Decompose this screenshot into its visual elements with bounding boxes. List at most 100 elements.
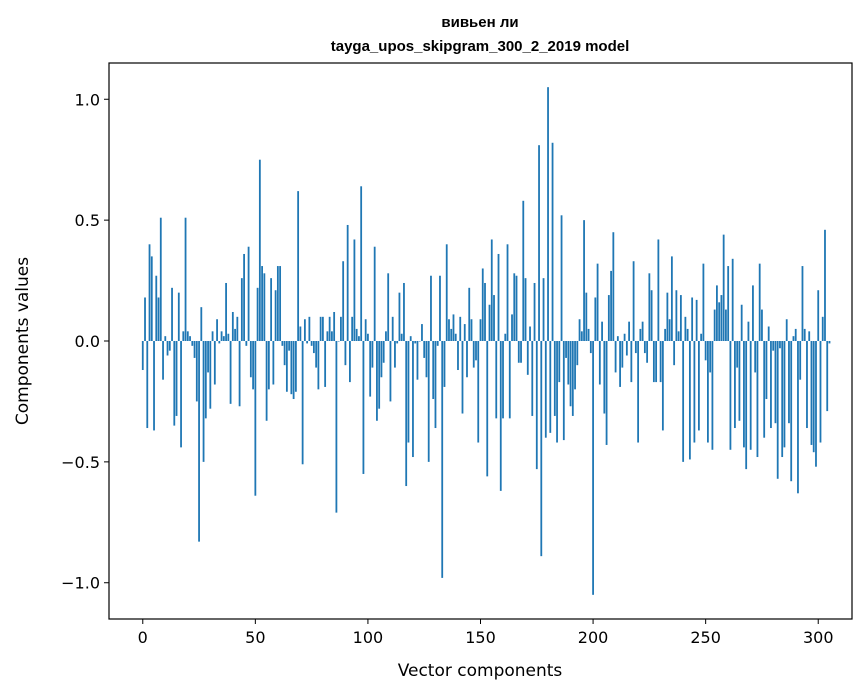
bar-63 (283, 341, 286, 366)
bar-286 (785, 319, 788, 341)
bar-236 (673, 341, 676, 366)
bar-111 (391, 316, 394, 341)
bar-220 (637, 341, 640, 443)
bar-259 (725, 309, 727, 341)
bar-176 (538, 145, 540, 341)
bar-130 (434, 341, 437, 429)
bar-188 (565, 341, 567, 358)
bar-42 (236, 316, 239, 341)
bar-168 (520, 341, 522, 363)
x-tick-label: 50 (245, 628, 265, 647)
bar-221 (639, 328, 642, 341)
bar-265 (738, 341, 741, 421)
y-axis-ticks: −1.0 −0.5 0.0 0.5 1.0 (61, 90, 109, 593)
bar-258 (722, 234, 725, 341)
bar-195 (580, 331, 583, 341)
bar-249 (702, 263, 705, 341)
bar-101 (369, 341, 372, 397)
bar-95 (355, 328, 358, 341)
y-tick-label: −0.5 (61, 453, 100, 472)
bar-152 (484, 282, 486, 341)
bar-257 (720, 295, 723, 341)
bar-266 (740, 304, 743, 341)
bar-207 (607, 295, 610, 341)
bar-91 (346, 224, 349, 341)
bar-174 (533, 282, 536, 341)
bar-119 (409, 336, 412, 341)
bar-18 (182, 331, 185, 341)
bar-112 (394, 341, 396, 368)
bar-77 (315, 341, 318, 368)
bar-96 (358, 336, 360, 341)
bar-218 (632, 261, 635, 341)
bar-187 (562, 341, 565, 441)
bar-133 (441, 341, 444, 578)
bar-106 (380, 341, 383, 378)
bar-99 (364, 319, 367, 341)
bar-23 (193, 341, 196, 358)
bar-268 (745, 341, 748, 470)
bar-93 (351, 316, 354, 341)
bar-123 (418, 341, 421, 342)
bar-48 (249, 341, 252, 378)
bar-293 (801, 266, 804, 341)
bar-141 (459, 316, 462, 341)
bar-230 (659, 341, 662, 383)
bar-53 (261, 266, 263, 341)
bar-16 (177, 292, 180, 341)
bar-203 (598, 341, 601, 385)
bar-132 (439, 275, 441, 341)
bar-199 (589, 341, 592, 354)
bar-194 (578, 319, 581, 341)
bar-143 (463, 324, 466, 341)
bar-276 (763, 341, 766, 438)
bar-158 (497, 253, 500, 341)
bar-234 (668, 319, 671, 341)
bar-107 (382, 341, 385, 363)
bar-69 (297, 191, 300, 341)
bar-35 (220, 331, 223, 341)
bar-154 (488, 304, 491, 341)
bar-116 (403, 282, 405, 341)
bar-151 (481, 268, 484, 341)
bar-98 (362, 341, 365, 474)
bar-137 (450, 328, 453, 341)
bar-114 (398, 292, 401, 341)
bar-270 (749, 341, 752, 450)
x-tick-label: 150 (465, 628, 496, 647)
bar-253 (711, 341, 714, 450)
bar-108 (385, 331, 387, 341)
x-axis-label: Vector components (398, 661, 563, 681)
bar-223 (643, 341, 646, 354)
bar-198 (587, 328, 590, 341)
bar-79 (319, 316, 322, 341)
bar-75 (310, 341, 313, 346)
bar-22 (191, 341, 194, 346)
bar-242 (686, 328, 689, 341)
bar-225 (648, 273, 651, 341)
bar-212 (619, 341, 621, 387)
bar-172 (529, 326, 531, 341)
bar-74 (308, 316, 311, 341)
bar-229 (657, 239, 660, 341)
bar-120 (412, 341, 414, 458)
bar-90 (344, 341, 347, 366)
bar-164 (511, 314, 513, 341)
bar-283 (779, 341, 781, 349)
bar-167 (517, 341, 520, 363)
bar-213 (621, 341, 624, 368)
bar-210 (614, 341, 617, 373)
bar-118 (407, 341, 410, 443)
x-tick-label: 200 (578, 628, 609, 647)
bar-228 (655, 341, 658, 383)
bar-206 (605, 341, 608, 445)
bar-127 (427, 341, 430, 462)
bar-43 (238, 341, 241, 407)
bar-280 (772, 341, 775, 351)
bar-47 (247, 246, 250, 341)
bar-163 (508, 341, 511, 419)
bar-92 (349, 341, 351, 383)
x-tick-label: 300 (803, 628, 834, 647)
bar-271 (752, 285, 754, 341)
